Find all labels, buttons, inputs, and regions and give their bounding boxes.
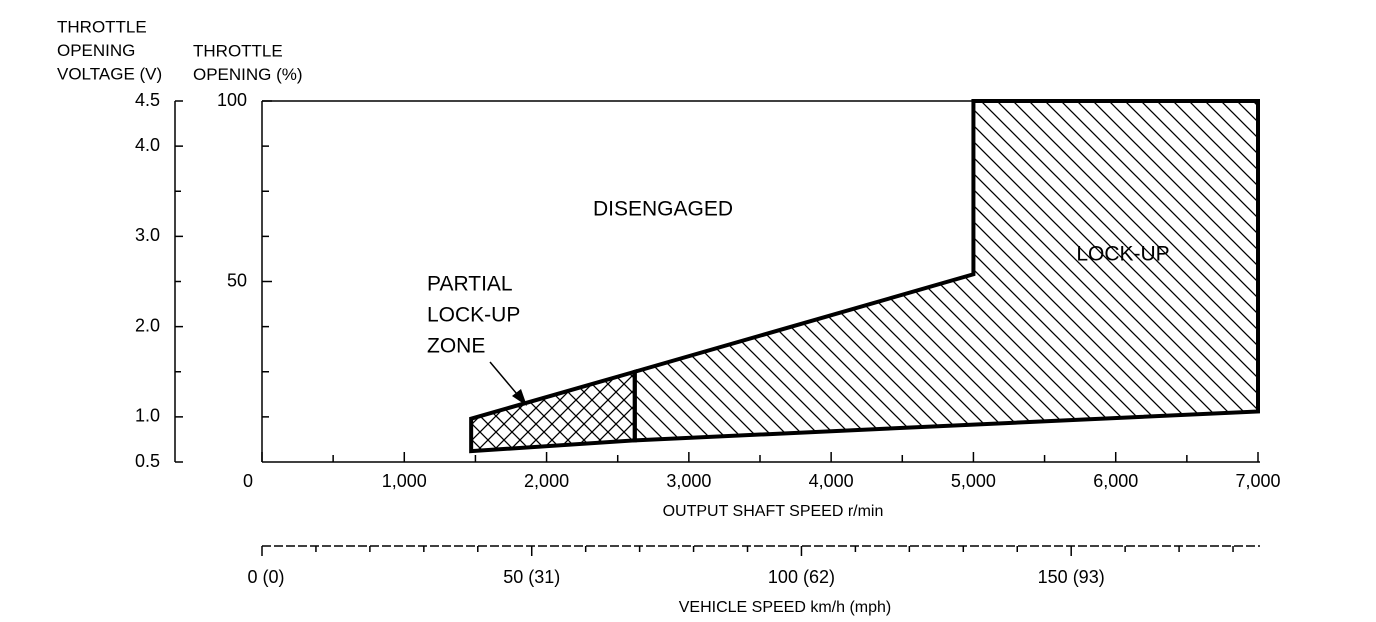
region-label: LOCK-UP: [427, 304, 520, 327]
x-tick-label: 0: [243, 471, 253, 491]
y2-tick-label: 1.0: [135, 406, 160, 426]
y2-tick-label: 4.0: [135, 135, 160, 155]
x-tick-label: 5,000: [951, 471, 996, 491]
y-tick-label: 50: [227, 270, 247, 290]
y2-tick-label: 4.5: [135, 90, 160, 110]
x-tick-label: 1,000: [382, 471, 427, 491]
x-tick-label: 6,000: [1093, 471, 1138, 491]
region-label: ZONE: [427, 335, 485, 358]
region-label: PARTIAL: [427, 273, 513, 296]
x2-tick-label: 150 (93): [1038, 567, 1105, 587]
x-tick-label: 2,000: [524, 471, 569, 491]
x-axis-title: OUTPUT SHAFT SPEED r/min: [663, 503, 884, 520]
y-axis-title: THROTTLE: [193, 41, 283, 60]
y2-axis-title: VOLTAGE (V): [57, 64, 162, 83]
x2-tick-label: 50 (31): [503, 567, 560, 587]
annotation: DISENGAGED: [593, 198, 733, 221]
y2-tick-label: 3.0: [135, 225, 160, 245]
region: [632, 99, 1260, 443]
region-label: LOCK-UP: [1076, 243, 1169, 266]
y2-axis-title: THROTTLE: [57, 17, 147, 36]
y2-tick-label: 2.0: [135, 315, 160, 335]
x-tick-label: 7,000: [1235, 471, 1280, 491]
region: [469, 369, 637, 454]
y2-axis-title: OPENING: [57, 41, 135, 60]
x-tick-label: 3,000: [666, 471, 711, 491]
y-axis-title: OPENING (%): [193, 65, 303, 84]
x2-tick-label: 100 (62): [768, 567, 835, 587]
x2-axis-title: VEHICLE SPEED km/h (mph): [679, 599, 892, 616]
x2-tick-label: 0 (0): [247, 567, 284, 587]
y-tick-label: 100: [217, 90, 247, 110]
x-tick-label: 4,000: [809, 471, 854, 491]
y2-tick-label: 0.5: [135, 451, 160, 471]
